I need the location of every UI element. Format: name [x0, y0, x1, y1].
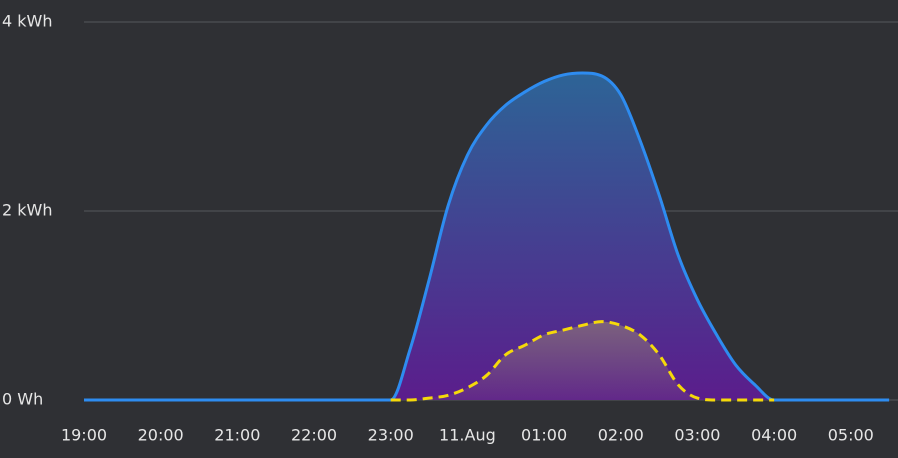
y-tick-label: 2 kWh — [2, 201, 53, 220]
y-tick-label: 0 Wh — [2, 390, 43, 409]
area-fill — [390, 321, 775, 400]
x-tick-label: 04:00 — [751, 426, 797, 445]
x-tick-label: 03:00 — [674, 426, 720, 445]
x-tick-label: 21:00 — [214, 426, 260, 445]
x-tick-label: 01:00 — [521, 426, 567, 445]
x-tick-label: 19:00 — [61, 426, 107, 445]
x-tick-label: 11.Aug — [439, 426, 496, 445]
series-line — [390, 320, 775, 402]
x-tick-label: 23:00 — [368, 426, 414, 445]
series-line — [84, 71, 890, 402]
area-fill — [84, 73, 890, 400]
x-tick-label: 02:00 — [598, 426, 644, 445]
x-tick-label: 20:00 — [138, 426, 184, 445]
x-tick-label: 05:00 — [828, 426, 874, 445]
x-tick-label: 22:00 — [291, 426, 337, 445]
y-tick-label: 4 kWh — [2, 12, 53, 31]
